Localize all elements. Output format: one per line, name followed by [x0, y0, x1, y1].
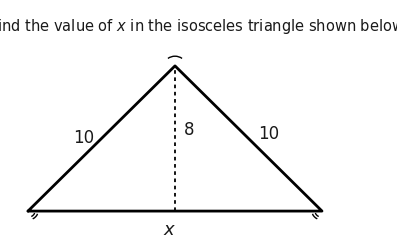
Text: $x$: $x$: [164, 221, 177, 240]
Text: Find the value of $\mathit{x}$ in the isosceles triangle shown below.: Find the value of $\mathit{x}$ in the is…: [0, 17, 397, 36]
Text: 10: 10: [73, 129, 94, 147]
Text: 10: 10: [258, 125, 279, 143]
Text: 8: 8: [184, 121, 194, 139]
